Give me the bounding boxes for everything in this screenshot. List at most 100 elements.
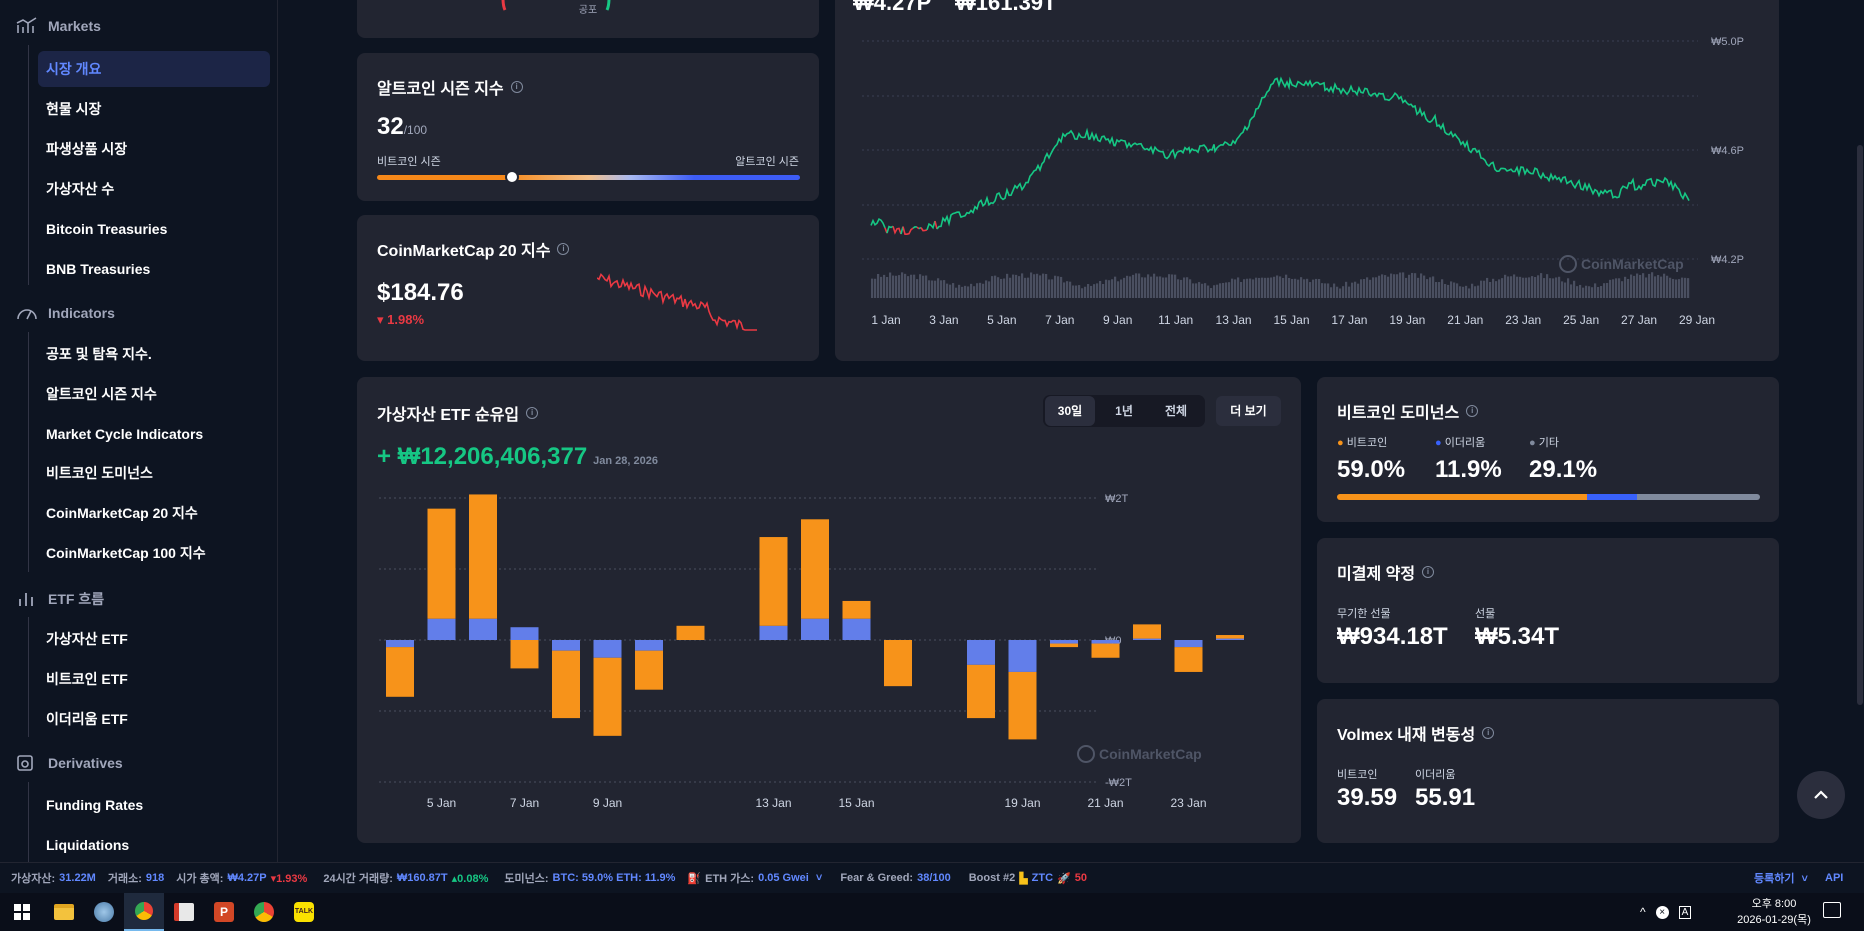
volmex-eth-value: 55.91 [1415, 784, 1476, 811]
info-icon[interactable]: i [1466, 405, 1479, 417]
x-tick-label: 7 Jan [1045, 313, 1074, 327]
info-icon[interactable]: i [510, 81, 523, 93]
volume-bar [1435, 282, 1438, 298]
fear-greed-card[interactable]: 공포 [357, 0, 819, 38]
volume-bar [1654, 276, 1657, 298]
sidebar-item-derivatives-market[interactable]: 파생상품 시장 [46, 141, 128, 157]
volume-bar [946, 283, 949, 298]
chrome-icon[interactable] [244, 893, 284, 931]
volume-bar [1465, 285, 1468, 298]
sidebar-section-etf[interactable]: ETF 흐름 [16, 589, 104, 609]
sidebar-section-indicators[interactable]: Indicators [16, 304, 115, 322]
x-tick-label: 13 Jan [1216, 313, 1252, 327]
y-tick-label: ₩5.0P [1711, 36, 1744, 48]
sidebar-section-derivatives[interactable]: Derivatives [16, 754, 123, 772]
sidebar-item-market-overview[interactable]: 시장 개요 [38, 51, 270, 87]
sidebar-item-spot[interactable]: 현물 시장 [46, 101, 102, 117]
sidebar-item-ethereum-etf[interactable]: 이더리움 ETF [46, 711, 128, 727]
volume-bar [1060, 276, 1063, 298]
file-explorer-icon[interactable] [44, 893, 84, 931]
notes-app-icon[interactable] [164, 893, 204, 931]
volume-bar [1051, 279, 1054, 298]
app-icon[interactable] [84, 893, 124, 931]
close-circle-icon[interactable]: × [1655, 905, 1669, 919]
x-tick-label: 27 Jan [1621, 313, 1657, 327]
open-interest-card[interactable]: 미결제 약정 i 무기한 선물 ₩934.18T 선물 ₩5.34T [1317, 538, 1779, 683]
volmex-card[interactable]: Volmex 내재 변동성 i 비트코인 39.59 이더리움 55.91 [1317, 699, 1779, 843]
sidebar-item-bnb-treasuries[interactable]: BNB Treasuries [46, 261, 151, 277]
tab-1y[interactable]: 1년 [1115, 404, 1133, 418]
scrollbar-track[interactable] [1856, 0, 1864, 862]
register-dropdown[interactable]: 등록하기 ˅ [1754, 873, 1808, 885]
volume-bar [1204, 283, 1207, 298]
volume-bar [1261, 277, 1264, 298]
sidebar-item-liquidations[interactable]: Liquidations [46, 837, 130, 853]
cmc20-card[interactable]: CoinMarketCap 20 지수 i $184.76 ▾ 1.98% [357, 215, 819, 361]
volume-bar [1402, 272, 1405, 298]
boost-coin[interactable]: ZTC [1031, 872, 1054, 884]
ime-indicator[interactable]: A [1678, 905, 1692, 919]
volume-bar [991, 276, 994, 298]
stat-fear-greed[interactable]: 38/100 [917, 872, 951, 884]
kakaotalk-icon[interactable]: TALK [284, 893, 324, 931]
powerpoint-icon[interactable]: P [204, 893, 244, 931]
bar-eth [1050, 640, 1078, 644]
volume-bar [1381, 274, 1384, 298]
x-tick-label: 19 Jan [1004, 796, 1040, 810]
clock[interactable]: 오후 8:00 2026-01-29(목) [1714, 896, 1834, 928]
scrollbar-thumb[interactable] [1857, 145, 1863, 705]
etf-card[interactable]: 가상자산 ETF 순유입 i 30일 1년 전체 더 보기 + ₩12,206,4… [357, 377, 1301, 843]
sidebar-item-cmc100[interactable]: CoinMarketCap 100 지수 [46, 545, 206, 561]
bar-eth [552, 640, 580, 651]
sidebar-item-bitcoin-etf[interactable]: 비트코인 ETF [46, 671, 128, 687]
info-icon[interactable]: i [1422, 566, 1435, 578]
stat-volume[interactable]: ₩160.87T [396, 872, 448, 884]
info-icon[interactable]: i [1482, 727, 1495, 739]
volume-bar [1624, 276, 1627, 298]
chrome-icon-active[interactable] [124, 893, 164, 931]
sidebar-item-funding-rates[interactable]: Funding Rates [46, 797, 144, 813]
windows-start-icon[interactable] [0, 893, 44, 931]
tab-30d[interactable]: 30일 [1045, 396, 1095, 426]
sidebar-item-cycle-indicators[interactable]: Market Cycle Indicators [46, 426, 204, 442]
volume-bar [1162, 277, 1165, 298]
stat-mcap[interactable]: ₩4.27P [227, 872, 267, 884]
sidebar-section-markets[interactable]: Markets [16, 17, 101, 35]
sidebar-item-btc-dominance[interactable]: 비트코인 도미넌스 [46, 465, 153, 481]
volume-bar [943, 280, 946, 298]
altseason-card[interactable]: 알트코인 시즌 지수 i 32/100 비트코인 시즌 알트코인 시즌 [357, 53, 819, 201]
tab-all[interactable]: 전체 [1164, 404, 1188, 418]
stat-gas[interactable]: 0.05 Gwei ˅ [758, 872, 823, 884]
volume-bar [1651, 272, 1654, 298]
volume-bar [1594, 283, 1597, 298]
stat-exchanges[interactable]: 918 [145, 872, 165, 884]
volume-bar [1630, 274, 1633, 298]
sidebar-item-crypto-etf[interactable]: 가상자산 ETF [46, 631, 128, 647]
sidebar-item-fear-greed[interactable]: 공포 및 탐욕 지수. [46, 346, 152, 362]
info-icon[interactable]: i [526, 407, 539, 419]
api-link[interactable]: API [1825, 872, 1844, 884]
dominance-card[interactable]: 비트코인 도미넌스 i ● 비트코인 59.0% ● 이더리움 11.9% ● 기… [1317, 377, 1779, 522]
sidebar-item-altseason[interactable]: 알트코인 시즌 지수 [46, 386, 157, 402]
stat-assets[interactable]: 31.22M [59, 872, 96, 884]
notification-icon[interactable] [1823, 902, 1841, 918]
bar-btc [510, 640, 539, 669]
more-button[interactable]: 더 보기 [1216, 396, 1281, 426]
chevron-up-icon[interactable]: ^ [1640, 905, 1646, 919]
sidebar-item-cmc20[interactable]: CoinMarketCap 20 지수 [46, 505, 198, 521]
sidebar-item-asset-count[interactable]: 가상자산 수 [46, 181, 115, 197]
volume-bar [1537, 275, 1540, 298]
volume-bar [1462, 286, 1465, 298]
sidebar-item-bitcoin-treasuries[interactable]: Bitcoin Treasuries [46, 221, 168, 237]
stat-dominance[interactable]: BTC: 59.0% ETH: 11.9% [552, 872, 676, 884]
stat-volume-change: ▴0.08% [451, 872, 489, 885]
etf-range-tabs: 30일 1년 전체 [1043, 395, 1205, 427]
volume-bar [1459, 286, 1462, 298]
volume-bar [1606, 282, 1609, 298]
scroll-top-button[interactable] [1797, 771, 1845, 819]
volume-bar [1501, 278, 1504, 298]
bar-btc [635, 650, 663, 690]
info-icon[interactable]: i [557, 243, 570, 255]
dominance-title: 비트코인 도미넌스 [1337, 405, 1460, 422]
marketcap-chart-card[interactable]: ₩4.27P ₩161.39T ₩5.0P ₩4.6P ₩4.2P 1 Jan 3 Ja… [835, 0, 1779, 361]
